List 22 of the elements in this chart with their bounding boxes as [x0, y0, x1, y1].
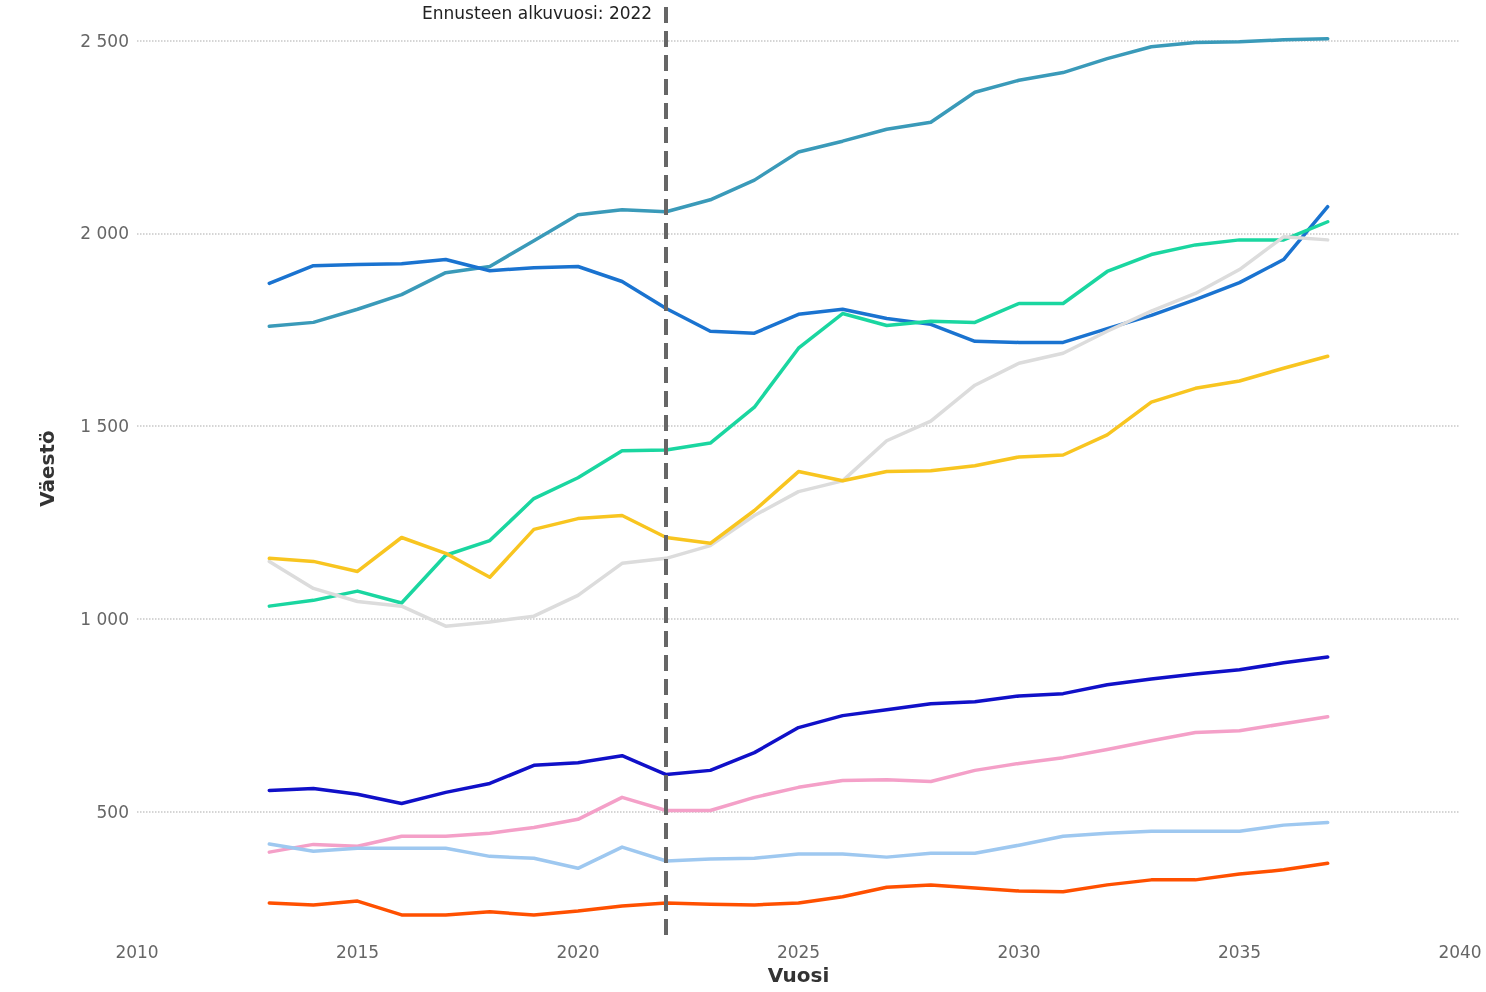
x-tick-label: 2015	[335, 941, 380, 962]
x-tick-label: 2020	[556, 941, 600, 962]
line-series	[267, 715, 1330, 854]
x-axis-title: Vuosi	[767, 963, 830, 987]
line-series	[267, 655, 1330, 806]
y-tick-label: 500	[96, 801, 129, 822]
line-series	[267, 820, 1330, 871]
x-tick-label: 2030	[997, 941, 1041, 962]
line-series	[267, 36, 1330, 328]
y-tick-label: 1 500	[80, 416, 129, 437]
x-tick-label: 2010	[115, 941, 159, 962]
y-tick-label: 1 000	[80, 608, 129, 629]
y-tick-label: 2 500	[80, 30, 129, 51]
x-tick-label: 2040	[1438, 941, 1482, 962]
x-tick-label: 2025	[776, 941, 821, 962]
line-series	[267, 354, 1330, 579]
y-tick-label: 2 000	[80, 223, 129, 244]
line-series	[267, 861, 1330, 917]
y-axis-title: Väestö	[35, 430, 59, 507]
x-tick-label: 2035	[1217, 941, 1262, 962]
line-series	[267, 204, 1330, 345]
ref-line-label: Ennusteen alkuvuosi: 2022	[422, 3, 653, 23]
